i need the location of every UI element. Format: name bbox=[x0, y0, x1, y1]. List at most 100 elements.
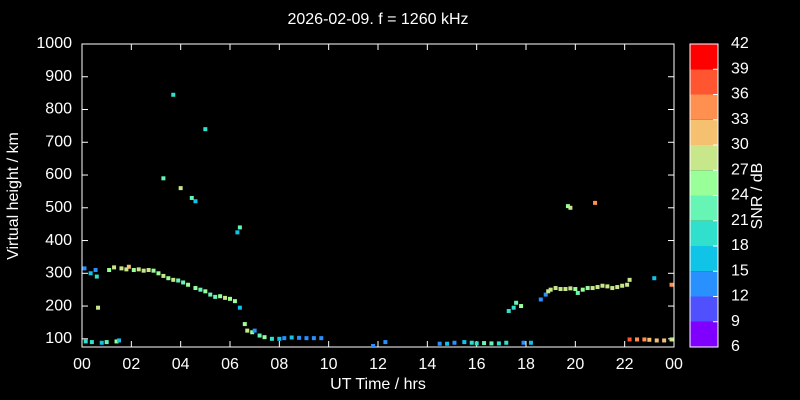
data-point bbox=[126, 264, 131, 269]
data-point bbox=[575, 290, 580, 295]
colorbar-band bbox=[690, 170, 718, 196]
colorbar-tick-label: 18 bbox=[731, 237, 749, 254]
data-point bbox=[166, 276, 171, 281]
data-point bbox=[568, 286, 573, 291]
data-point bbox=[186, 282, 191, 287]
plot-frame bbox=[81, 43, 675, 348]
data-point bbox=[161, 176, 166, 181]
data-point bbox=[654, 338, 659, 343]
data-point bbox=[553, 286, 558, 291]
data-point bbox=[136, 267, 141, 272]
data-point bbox=[469, 340, 474, 345]
data-point bbox=[635, 337, 639, 342]
colorbar-band bbox=[690, 69, 718, 95]
data-point bbox=[565, 204, 570, 209]
data-point bbox=[252, 328, 257, 333]
data-point bbox=[93, 268, 98, 273]
colorbar-band bbox=[690, 195, 718, 221]
data-point bbox=[237, 305, 242, 310]
data-point bbox=[590, 286, 595, 291]
data-point bbox=[474, 341, 479, 346]
data-point bbox=[662, 338, 667, 343]
data-point bbox=[119, 266, 124, 271]
data-point bbox=[319, 336, 324, 341]
colorbar-band bbox=[690, 145, 718, 171]
data-point bbox=[548, 287, 553, 292]
y-tick-label: 400 bbox=[45, 232, 72, 249]
data-point bbox=[131, 268, 136, 273]
data-point bbox=[96, 305, 101, 310]
data-point bbox=[593, 200, 598, 205]
data-point bbox=[289, 335, 294, 340]
x-tick-label: 16 bbox=[468, 356, 486, 373]
x-tick-label: 00 bbox=[73, 356, 91, 373]
data-point bbox=[282, 336, 287, 341]
data-point bbox=[228, 296, 232, 301]
data-point bbox=[304, 336, 309, 341]
data-point bbox=[627, 337, 632, 342]
x-tick-label: 02 bbox=[122, 356, 140, 373]
data-point bbox=[595, 285, 600, 290]
data-point bbox=[437, 341, 442, 346]
colorbar-band bbox=[690, 220, 718, 246]
data-point bbox=[88, 271, 93, 276]
data-point bbox=[237, 225, 242, 230]
data-point bbox=[610, 286, 615, 291]
data-point bbox=[262, 335, 267, 340]
x-tick-label: 10 bbox=[320, 356, 338, 373]
data-point bbox=[625, 282, 630, 287]
data-point bbox=[193, 286, 198, 291]
data-point bbox=[627, 277, 632, 282]
data-point bbox=[232, 299, 237, 304]
data-point bbox=[269, 336, 274, 341]
colorbar-tick-label: 33 bbox=[731, 111, 749, 128]
data-point bbox=[620, 283, 625, 288]
colorbar-tick-label: 30 bbox=[731, 136, 749, 153]
x-tick-label: 22 bbox=[616, 356, 634, 373]
y-tick-label: 1000 bbox=[36, 35, 72, 52]
data-point bbox=[605, 284, 610, 289]
data-point bbox=[506, 308, 511, 313]
y-tick-label: 700 bbox=[45, 133, 72, 150]
data-point bbox=[250, 330, 255, 335]
data-point bbox=[669, 337, 674, 342]
data-point bbox=[563, 287, 568, 292]
data-point bbox=[193, 199, 198, 204]
data-point bbox=[511, 305, 516, 310]
data-point bbox=[242, 322, 247, 327]
data-point bbox=[257, 333, 262, 338]
data-point bbox=[568, 205, 573, 210]
data-point bbox=[528, 340, 533, 345]
data-point bbox=[521, 340, 526, 345]
data-point bbox=[181, 280, 186, 285]
y-tick-label: 600 bbox=[45, 166, 72, 183]
data-point bbox=[107, 268, 112, 273]
data-point bbox=[462, 340, 467, 345]
y-tick-label: 100 bbox=[45, 330, 72, 347]
data-point bbox=[647, 337, 652, 342]
data-point bbox=[189, 195, 194, 200]
data-point bbox=[482, 341, 487, 346]
colorbar-band bbox=[690, 246, 718, 272]
data-point bbox=[213, 294, 218, 299]
data-point bbox=[245, 328, 250, 333]
data-point bbox=[445, 341, 450, 346]
colorbar-tick-label: 39 bbox=[731, 60, 749, 77]
data-point bbox=[573, 287, 578, 292]
data-point bbox=[585, 286, 590, 291]
data-point bbox=[580, 287, 585, 292]
data-point bbox=[371, 344, 376, 349]
x-tick-label: 04 bbox=[172, 356, 190, 373]
data-point bbox=[203, 127, 208, 132]
y-tick-label: 300 bbox=[45, 265, 72, 282]
data-point bbox=[223, 295, 228, 300]
x-tick-label: 08 bbox=[270, 356, 288, 373]
colorbar-tick-label: 42 bbox=[731, 35, 749, 52]
data-point bbox=[311, 336, 316, 341]
colorbar-tick-label: 12 bbox=[731, 288, 749, 305]
colorbar-band bbox=[690, 321, 718, 347]
data-point bbox=[600, 283, 605, 288]
y-tick-label: 900 bbox=[45, 68, 72, 85]
data-point bbox=[642, 337, 647, 342]
data-point bbox=[171, 277, 176, 282]
